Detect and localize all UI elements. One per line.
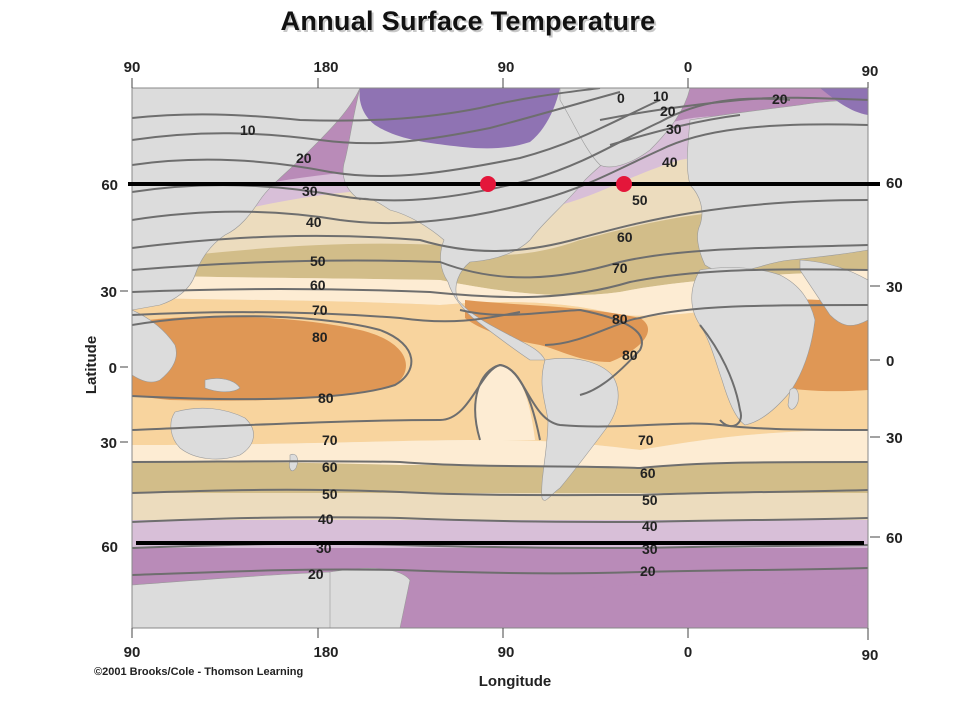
isotherm-label: 40	[662, 154, 678, 170]
isotherm-label: 30	[666, 121, 682, 137]
isotherm-label: 80	[622, 347, 638, 363]
isotherm-label: 60	[640, 465, 656, 481]
new-guinea	[204, 378, 241, 393]
southeast-asia	[132, 309, 177, 383]
isotherm-label: 60	[617, 229, 633, 245]
top-tick-label: 180	[313, 59, 338, 76]
location-marker-west	[480, 176, 496, 192]
right-tick-label: 60	[886, 530, 903, 547]
isotherm-label: 70	[322, 432, 338, 448]
isotherm-label: 70	[612, 260, 628, 276]
bottom-tick-label: 0	[684, 644, 692, 661]
australia	[170, 407, 254, 460]
new-zealand	[289, 453, 298, 472]
madagascar	[787, 387, 799, 410]
antarctica-east	[400, 573, 868, 628]
isotherm-label: 80	[312, 329, 328, 345]
left-latitude-axis: 60 30 0 30 60	[100, 177, 128, 556]
isotherm-label: 50	[322, 486, 338, 502]
isotherm-label: 20	[772, 91, 788, 107]
isotherm-label: 50	[310, 253, 326, 269]
band-warm-light-east-pacific	[476, 365, 535, 440]
right-tick-label: 30	[886, 430, 903, 447]
isotherm-label: 70	[638, 432, 654, 448]
map-frame	[131, 87, 869, 629]
antarctica-gap	[329, 568, 411, 628]
top-longitude-axis: 90 180 90 0 90	[124, 59, 879, 88]
top-tick-label: 0	[684, 59, 692, 76]
left-tick-label: 0	[109, 360, 117, 377]
band-mild-south	[132, 493, 868, 520]
right-tick-label: 60	[886, 175, 903, 192]
isotherm-label: 80	[318, 390, 334, 406]
isotherm-label: 20	[296, 150, 312, 166]
isotherm-label: 30	[302, 183, 318, 199]
isotherm-label: 10	[653, 88, 669, 104]
top-tick-label: 90	[862, 63, 879, 80]
right-latitude-axis: 60 30 0 30 60	[870, 175, 903, 547]
isotherm-label: 80	[612, 311, 628, 327]
isotherm-label: 60	[310, 277, 326, 293]
isotherm-label: 40	[642, 518, 658, 534]
bottom-tick-label: 180	[313, 644, 338, 661]
isotherm-label: 50	[642, 492, 658, 508]
polar-ice-arctic	[820, 88, 868, 115]
isotherm-label: 20	[640, 563, 656, 579]
isotherm-label: 40	[318, 511, 334, 527]
location-marker-east	[616, 176, 632, 192]
band-warm-light-north	[132, 270, 868, 316]
top-tick-label: 90	[498, 59, 515, 76]
greenland	[559, 88, 691, 168]
polar-ice-canada	[359, 88, 560, 149]
bottom-tick-label: 90	[498, 644, 515, 661]
right-tick-label: 0	[886, 353, 894, 370]
left-tick-label: 60	[101, 539, 118, 556]
top-tick-label: 90	[124, 59, 141, 76]
right-tick-label: 30	[886, 279, 903, 296]
isotherm-label: 60	[322, 459, 338, 475]
isotherm-label: 70	[312, 302, 328, 318]
hot-pool-pacific	[132, 316, 406, 401]
x-axis-title: Longitude	[479, 673, 551, 690]
map-title: Annual Surface Temperature	[280, 6, 656, 36]
isotherm-label: 0	[617, 90, 625, 106]
map-area: 10 20 30 40 50 60 70 80 80 70 60 50 40 3…	[132, 88, 868, 628]
isotherm-label: 20	[660, 103, 676, 119]
copyright-credit: ©2001 Brooks/Cole - Thomson Learning	[94, 666, 303, 678]
asia-east	[132, 88, 361, 311]
band-warm-light-south	[132, 430, 868, 468]
left-tick-label: 60	[101, 177, 118, 194]
band-temperate-south	[132, 462, 868, 493]
left-tick-label: 30	[100, 435, 117, 452]
isotherm-label: 40	[306, 214, 322, 230]
bottom-tick-label: 90	[124, 644, 141, 661]
isotherm-label: 10	[240, 122, 256, 138]
bottom-longitude-axis: 90 180 90 0 90	[124, 628, 879, 664]
isotherm-label: 20	[308, 566, 324, 582]
left-tick-label: 30	[100, 284, 117, 301]
y-axis-title: Latitude	[83, 336, 100, 394]
eurasia-west	[686, 99, 868, 273]
bottom-tick-label: 90	[862, 647, 879, 664]
india-arabia	[799, 259, 868, 326]
isotherm-label: 50	[632, 192, 648, 208]
